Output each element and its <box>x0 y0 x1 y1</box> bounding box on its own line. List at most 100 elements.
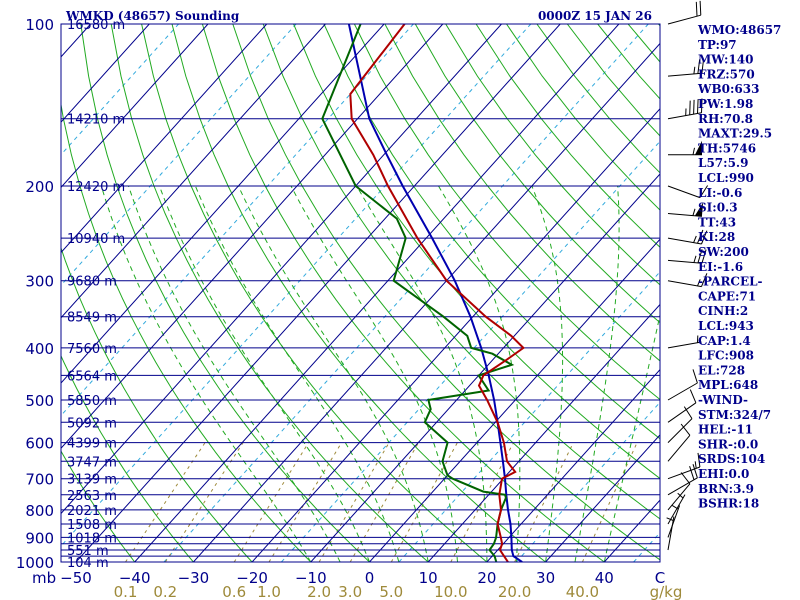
isotherm--70 <box>61 24 444 449</box>
index-value: MAXT:29.5 <box>698 127 772 141</box>
mixing-ratio-2 <box>318 442 390 562</box>
height-label: 7560 m <box>67 342 117 357</box>
pressure-tick-label: 800 <box>25 502 54 520</box>
moist-adiabat <box>158 185 370 562</box>
wind-barb <box>667 389 697 423</box>
height-label: 2021 m <box>67 504 117 519</box>
wind-barb <box>667 472 691 511</box>
height-label: 3747 m <box>67 455 117 470</box>
isotherm--80 <box>61 24 385 384</box>
dry-adiabat <box>171 24 546 562</box>
index-value: LCL:943 <box>698 319 754 333</box>
mixing-ratio-20 <box>514 442 574 562</box>
dashed-isotherms <box>61 24 660 562</box>
index-value: SRDS:104 <box>698 452 765 466</box>
index-value: TP:97 <box>698 38 737 52</box>
wind-barb <box>667 423 691 462</box>
isotherm--10 <box>310 173 660 562</box>
pressure-tick-label: 300 <box>25 273 54 291</box>
mixing-ratio-tick-label: 0.1 <box>114 583 138 600</box>
index-value: -PARCEL- <box>698 275 763 289</box>
isotherms <box>61 24 660 562</box>
temp-tick-label: −40 <box>119 569 151 587</box>
moist-adiabat <box>128 185 341 562</box>
isotherm--20 <box>251 108 660 562</box>
dry-adiabat <box>536 24 660 174</box>
pressure-tick-label: 900 <box>25 529 54 547</box>
isotherm--110 <box>61 24 209 189</box>
wind-barb <box>667 504 681 538</box>
mixing-ratio-tick-label: 0.6 <box>222 583 246 600</box>
height-label: 2563 m <box>67 489 117 504</box>
index-value: CAPE:71 <box>698 289 756 303</box>
mixing-ratio-axis: 0.1 0.2 0.6 1.0 2.0 3.0 5.0 10.0 20.0 40.0 g/kg <box>114 583 683 600</box>
index-value: BSHR:18 <box>698 497 759 511</box>
index-value: SW:200 <box>698 245 749 259</box>
index-value: PW:1.98 <box>698 97 753 111</box>
mixing-ratio-tick-label: g/kg <box>650 583 683 600</box>
index-value: MPL:648 <box>698 378 758 392</box>
pressure-unit-label: mb <box>32 569 56 587</box>
indices-panel: WMO:48657TP:97MW:140FRZ:570WB0:633PW:1.9… <box>697 23 781 511</box>
dashed-isotherm <box>163 24 649 562</box>
temperature-profile <box>349 24 525 562</box>
height-label: 3139 m <box>67 473 117 488</box>
height-label: 1508 m <box>67 518 117 533</box>
mixing-ratio-0.2 <box>164 442 244 562</box>
height-label: 12420 m <box>67 180 125 195</box>
mixing-ratio-1 <box>268 442 343 562</box>
height-label: 551 m <box>67 544 109 559</box>
temp-tick-label: 0 <box>365 569 375 587</box>
index-value: HEL:-11 <box>698 423 753 437</box>
mixing-ratio-tick-label: 3.0 <box>338 583 362 600</box>
height-label: 16580 m <box>67 18 125 33</box>
index-value: CAP:1.4 <box>698 334 751 348</box>
mixing-ratio-tick-label: 10.0 <box>434 583 467 600</box>
isotherm--100 <box>61 24 268 254</box>
index-value: L57:5.9 <box>698 156 748 170</box>
index-value: EL:728 <box>698 363 745 377</box>
index-value: KI:28 <box>698 230 735 244</box>
dry-adiabat <box>110 24 429 562</box>
isotherm--50 <box>75 24 561 562</box>
moist-adiabat <box>100 185 312 562</box>
isotherm--120 <box>61 24 150 123</box>
height-label: 104 m <box>67 556 109 571</box>
height-label: 9680 m <box>67 275 117 290</box>
wind-barb <box>667 98 703 120</box>
mixing-ratio-tick-label: 0.2 <box>153 583 177 600</box>
temp-tick-label: 40 <box>595 569 614 587</box>
chart-date: 0000Z 15 JAN 26 <box>538 9 652 23</box>
index-value: MW:140 <box>698 53 753 67</box>
wind-barbs <box>666 0 709 551</box>
height-label: 10940 m <box>67 232 125 247</box>
pressure-tick-label: 700 <box>25 471 54 489</box>
height-label: 5850 m <box>67 394 117 409</box>
index-value: EI:-1.6 <box>698 260 743 274</box>
wind-barb <box>666 516 675 551</box>
index-value: FRZ:570 <box>698 67 755 81</box>
index-value: SI:0.3 <box>698 201 738 215</box>
mixing-ratio-tick-label: 5.0 <box>379 583 403 600</box>
index-value: EHI:0.0 <box>698 467 749 481</box>
dry-adiabat <box>61 246 253 562</box>
dashed-isotherm <box>515 401 660 562</box>
wind-barb <box>667 464 698 496</box>
index-value: STM:324/7 <box>698 408 771 422</box>
dashed-isotherm <box>398 271 660 562</box>
pressure-tick-label: 200 <box>25 178 54 196</box>
wind-barb <box>667 406 693 443</box>
wind-barb <box>667 0 702 25</box>
temp-tick-label: 30 <box>536 569 555 587</box>
isotherm-20 <box>486 368 660 562</box>
wind-barb <box>667 452 701 480</box>
moist-adiabat <box>290 185 459 562</box>
index-value: LCL:990 <box>698 171 754 185</box>
wind-barb <box>667 335 702 349</box>
dry-adiabat <box>566 24 660 137</box>
mixing-ratio-40 <box>581 442 638 562</box>
index-value: BRN:3.9 <box>698 482 754 496</box>
index-value: LI:-0.6 <box>698 186 742 200</box>
